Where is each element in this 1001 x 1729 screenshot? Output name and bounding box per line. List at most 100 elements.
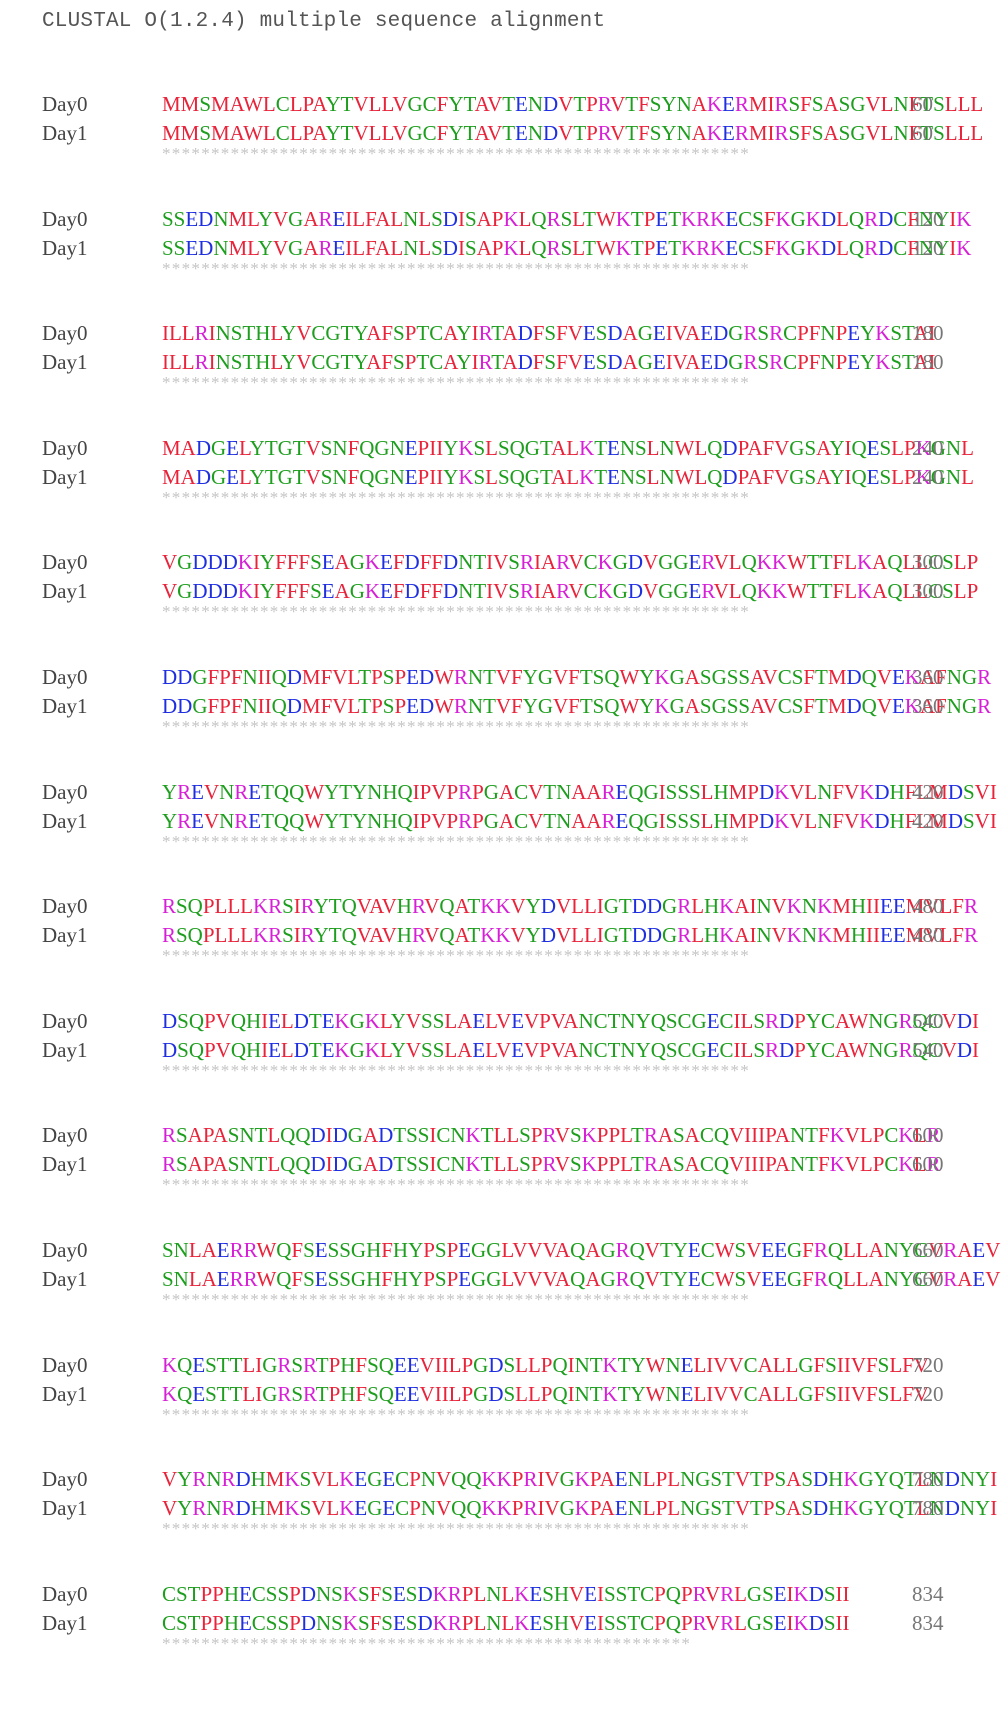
residue: V: [554, 1123, 570, 1148]
sequence-name: Day0: [42, 550, 88, 575]
residue: P: [643, 235, 656, 260]
residue: E: [393, 1381, 407, 1406]
residue: F: [813, 1352, 826, 1377]
sequence-position: 60: [912, 92, 933, 116]
residue: Q: [289, 808, 305, 833]
residue: T: [216, 1352, 230, 1377]
residue: E: [773, 1581, 787, 1606]
residue: Y: [975, 1467, 991, 1492]
residue: V: [419, 1381, 435, 1406]
residue: S: [431, 206, 443, 231]
residue: K: [915, 435, 931, 460]
residue: S: [331, 1581, 343, 1606]
residue: S: [320, 435, 333, 460]
residue: P: [966, 579, 979, 604]
residue: S: [405, 1581, 418, 1606]
residue: Q: [280, 1123, 296, 1148]
residue: D: [820, 206, 837, 231]
residue: T: [750, 1496, 763, 1521]
residue: S: [432, 1037, 445, 1062]
residue: I: [533, 550, 541, 575]
residue: L: [240, 923, 253, 948]
residue: Y: [661, 92, 677, 116]
residue: R: [963, 923, 978, 948]
residue: V: [527, 1267, 543, 1291]
residue: T: [815, 665, 828, 689]
residue: Q: [570, 1238, 586, 1262]
sequence-position: 660: [912, 1238, 944, 1262]
residue: K: [162, 1352, 178, 1377]
residue: F: [511, 694, 523, 718]
residue: A: [786, 1496, 802, 1521]
residue: D: [631, 894, 647, 919]
residue: D: [627, 550, 644, 575]
residue: T: [340, 121, 354, 145]
residue: V: [728, 1352, 744, 1377]
residue: I: [744, 1123, 752, 1148]
sequence-row: Day1 DDGFPFNIIQDMFVLTPSPEDWRNTVFYGVFTSQWY…: [0, 694, 1001, 723]
residue: F: [800, 92, 812, 116]
residue: E: [332, 206, 346, 231]
residue: S: [310, 550, 322, 575]
residue: K: [681, 235, 697, 260]
residue: T: [393, 1123, 407, 1148]
residue: T: [902, 350, 914, 375]
residue: T: [668, 206, 682, 231]
residue: L: [700, 808, 714, 833]
residue: R: [519, 550, 534, 575]
residue: I: [665, 350, 673, 375]
residue: V: [162, 550, 178, 575]
residue: G: [262, 1352, 278, 1377]
residue: L: [913, 1123, 927, 1148]
sequence-residues: RSQPLLLKRSIRYTQVAVHRVQATKKVYDVLLIGTDDGRL…: [162, 923, 978, 948]
residue: I: [486, 579, 494, 604]
residue: S: [434, 1267, 447, 1291]
sequence-residues: KQESTTLIGRSRTPHFSQEEVIILPGDSLLPQINTKTYWN…: [162, 1353, 929, 1378]
residue: M: [162, 92, 181, 116]
residue: F: [392, 550, 405, 575]
residue: R: [478, 321, 492, 346]
sequence-residues: DSQPVQHIELDTEKGKLYVSSLAELVEVPVANCTNYQSCG…: [162, 1009, 979, 1034]
residue: L: [267, 1123, 281, 1148]
residue: E: [404, 435, 418, 460]
residue: R: [523, 1467, 538, 1492]
residue: Q: [273, 808, 290, 833]
residue: K: [857, 550, 873, 575]
residue: R: [764, 1008, 779, 1033]
residue: S: [738, 665, 751, 689]
residue: N: [450, 1152, 466, 1177]
residue: R: [447, 1610, 462, 1635]
residue: G: [473, 1381, 489, 1406]
residue: H: [223, 1581, 239, 1606]
residue: F: [230, 665, 243, 689]
residue: P: [219, 694, 231, 718]
residue: Q: [861, 665, 877, 689]
residue: E: [529, 1581, 543, 1606]
sequence-name: Day0: [42, 1123, 88, 1148]
residue: F: [908, 92, 921, 116]
residue: F: [935, 665, 947, 689]
residue: I: [457, 235, 465, 260]
residue: Q: [466, 1496, 482, 1521]
residue: Y: [325, 92, 341, 116]
residue: Q: [271, 694, 287, 718]
residue: L: [836, 235, 849, 260]
alignment-block: Day0 SSEDNMLYVGAREILFALNLSDISAPKLQRSLTWKT…: [0, 207, 1001, 327]
residue: K: [342, 1610, 358, 1635]
residue: C: [677, 1008, 692, 1033]
residue: P: [202, 1123, 213, 1148]
consensus-line: ****************************************…: [162, 258, 750, 278]
sequence-position: 240: [912, 464, 944, 489]
residue: I: [208, 350, 216, 375]
residue: T: [480, 1152, 494, 1177]
residue: V: [496, 1037, 512, 1062]
residue: V: [431, 779, 447, 804]
residue: D: [820, 235, 837, 260]
residue: Q: [295, 1152, 311, 1177]
residue: R: [162, 923, 176, 948]
residue: S: [734, 1267, 747, 1291]
residue: I: [767, 92, 775, 116]
residue: M: [929, 779, 948, 804]
residue: G: [407, 92, 423, 116]
